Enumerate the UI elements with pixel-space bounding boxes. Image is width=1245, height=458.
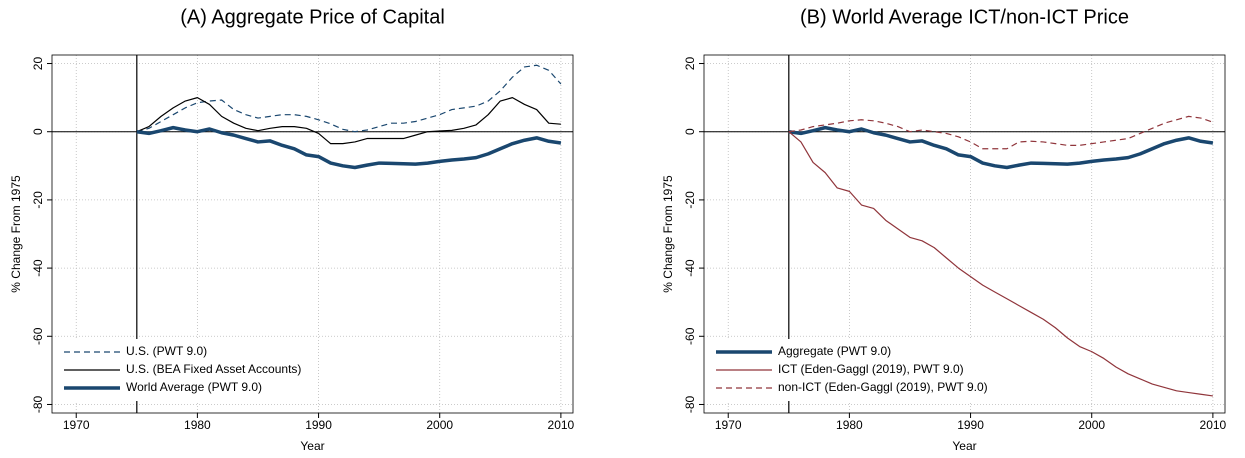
x-tick-label: 1980 [836,418,863,432]
x-tick-label: 1990 [957,418,984,432]
chart-title: (B) World Average ICT/non-ICT Price [800,6,1129,28]
x-tick-label: 2000 [426,418,453,432]
plot-frame [51,54,574,414]
y-tick-label: -20 [683,191,697,209]
x-tick-label: 1970 [715,418,742,432]
y-tick-label: -60 [683,327,697,345]
x-tick-label: 1980 [184,418,211,432]
legend-label: ICT (Eden-Gaggl (2019), PWT 9.0) [778,362,964,376]
x-axis-title: Year [300,439,324,453]
y-tick-label: -60 [31,327,45,345]
series-line [788,115,1214,150]
y-tick-label: -80 [31,395,45,413]
y-tick-label: 0 [683,128,697,135]
x-tick-label: 2010 [1200,418,1227,432]
y-axis-title: % Change From 1975 [661,175,675,293]
series-line [788,125,1214,170]
y-tick-label: -20 [31,191,45,209]
y-tick-label: 0 [31,128,45,135]
series-line [788,131,1213,397]
x-tick-label: 2010 [548,418,575,432]
plot-frame [703,54,1226,414]
x-axis-title: Year [952,439,976,453]
y-tick-label: -40 [683,259,697,277]
legend-label: U.S. (PWT 9.0) [126,344,207,358]
series-line [136,97,561,145]
legend: Aggregate (PWT 9.0) ICT (Eden-Gaggl (2019… [710,339,996,401]
y-tick-label: 20 [31,57,45,71]
y-tick-label: -40 [31,259,45,277]
series-line [136,64,562,133]
legend-label: non-ICT (Eden-Gaggl (2019), PWT 9.0) [778,380,988,394]
legend-label: U.S. (BEA Fixed Asset Accounts) [126,362,301,376]
y-tick-label: -80 [683,395,697,413]
legend-label: Aggregate (PWT 9.0) [778,344,891,358]
chart-title: (A) Aggregate Price of Capital [180,6,445,28]
y-axis-title: % Change From 1975 [9,175,23,293]
legend: U.S. (PWT 9.0) U.S. (BEA Fixed Asset Acco… [58,339,310,401]
x-tick-label: 2000 [1078,418,1105,432]
series-line [136,125,562,170]
x-tick-label: 1990 [305,418,332,432]
legend-label: World Average (PWT 9.0) [126,380,262,394]
x-tick-label: 1970 [63,418,90,432]
y-tick-label: 20 [683,57,697,71]
